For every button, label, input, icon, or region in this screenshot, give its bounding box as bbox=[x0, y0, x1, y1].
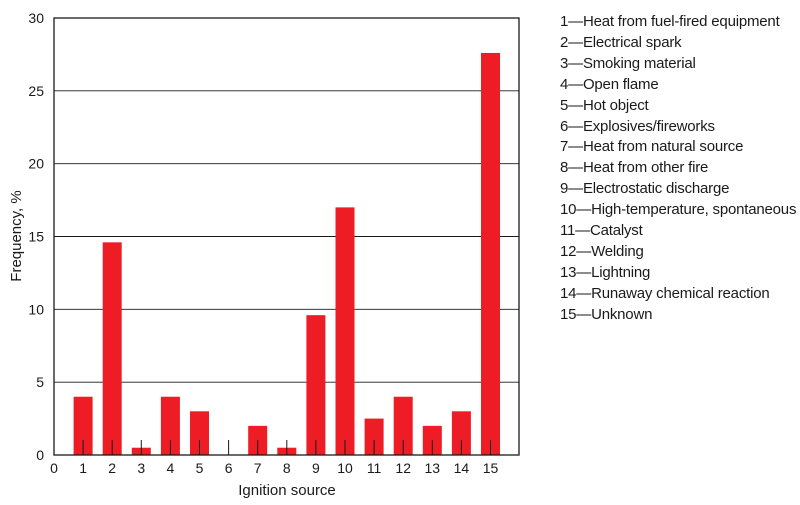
x-tick-label: 3 bbox=[137, 460, 145, 476]
legend-item: 6—Explosives/fireworks bbox=[560, 117, 715, 135]
x-tick-label: 7 bbox=[254, 460, 262, 476]
x-tick-label: 5 bbox=[196, 460, 204, 476]
x-tick-label: 15 bbox=[483, 460, 499, 476]
x-tick-label: 0 bbox=[50, 460, 58, 476]
x-tick-labels: 0 1 2 3 4 5 6 7 8 9 10 11 12 13 14 15 bbox=[50, 460, 498, 476]
y-axis-label: Frequency, % bbox=[8, 190, 25, 281]
bar-14 bbox=[451, 411, 471, 455]
x-tick-label: 1 bbox=[79, 460, 87, 476]
legend-item: 8—Heat from other fire bbox=[560, 159, 709, 177]
x-ticks bbox=[82, 440, 491, 455]
x-tick-label: 2 bbox=[108, 460, 116, 476]
legend-item: 9—Electrostatic discharge bbox=[560, 180, 730, 198]
x-tick-label: 10 bbox=[337, 460, 353, 476]
bar-5 bbox=[190, 411, 209, 455]
y-tick-label: 30 bbox=[28, 10, 44, 26]
legend-item: 11—Catalyst bbox=[560, 222, 643, 240]
bar-9 bbox=[306, 315, 326, 455]
plot-frame bbox=[53, 17, 520, 456]
legend-item: 2—Electrical spark bbox=[560, 33, 682, 51]
y-tick-label: 0 bbox=[36, 447, 44, 463]
legend-item: 5—Hot object bbox=[560, 96, 649, 114]
gridlines bbox=[54, 90, 519, 383]
x-tick-label: 13 bbox=[425, 460, 441, 476]
legend-item: 15—Unknown bbox=[560, 305, 653, 323]
legend: 1—Heat from fuel-fired equipment 2—Electr… bbox=[560, 12, 796, 326]
y-tick-label: 15 bbox=[28, 229, 44, 245]
y-tick-label: 10 bbox=[28, 301, 44, 317]
y-tick-label: 20 bbox=[28, 156, 44, 172]
legend-item: 1—Heat from fuel-fired equipment bbox=[560, 13, 780, 30]
bar-4 bbox=[160, 396, 180, 455]
x-tick-label: 14 bbox=[454, 460, 470, 476]
y-tick-label: 25 bbox=[28, 83, 44, 99]
bar-10 bbox=[335, 207, 355, 455]
x-tick-label: 8 bbox=[283, 460, 291, 476]
legend-item: 4—Open flame bbox=[560, 75, 659, 93]
bar-11 bbox=[364, 418, 384, 455]
y-tick-label: 5 bbox=[36, 374, 44, 390]
x-axis-label: Ignition source bbox=[238, 482, 336, 499]
legend-item: 10—High-temperature, spontaneous bbox=[560, 201, 797, 219]
x-tick-label: 12 bbox=[395, 460, 411, 476]
legend-item: 12—Welding bbox=[560, 242, 644, 260]
bar-2 bbox=[102, 242, 122, 455]
x-tick-label: 11 bbox=[367, 460, 382, 476]
legend-item: 7—Heat from natural source bbox=[560, 138, 744, 156]
y-tick-labels: 0 5 10 15 20 25 30 bbox=[28, 10, 44, 463]
bar-15 bbox=[481, 52, 500, 456]
legend-item: 14—Runaway chemical reaction bbox=[560, 284, 770, 302]
bar-12 bbox=[393, 396, 413, 455]
legend-item: 13—Lightning bbox=[560, 263, 651, 281]
bars bbox=[73, 52, 500, 456]
legend-item: 3—Smoking material bbox=[560, 54, 696, 72]
bar-1 bbox=[73, 396, 93, 455]
x-tick-label: 6 bbox=[225, 460, 233, 476]
x-tick-label: 4 bbox=[167, 460, 175, 476]
x-tick-label: 9 bbox=[312, 460, 320, 476]
